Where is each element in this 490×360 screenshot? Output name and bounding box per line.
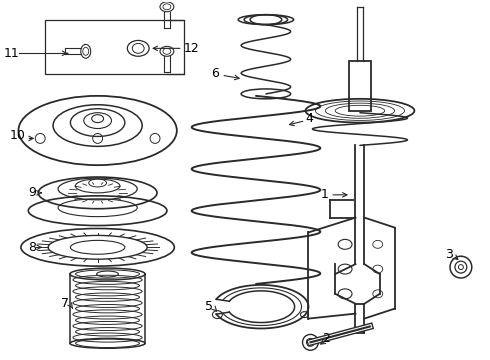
Text: 5: 5 [205,300,214,313]
Text: 4: 4 [305,112,314,125]
Text: 11: 11 [4,47,20,60]
Text: 7: 7 [61,297,69,310]
Text: 8: 8 [28,241,36,254]
Text: 3: 3 [445,248,453,261]
Text: 2: 2 [322,332,330,345]
Text: 10: 10 [9,129,25,142]
Bar [349,61,371,111]
Text: 12: 12 [184,42,199,55]
Text: 1: 1 [320,188,328,201]
Bar [45,20,184,74]
Text: 6: 6 [212,67,220,80]
Text: 9: 9 [28,186,36,199]
